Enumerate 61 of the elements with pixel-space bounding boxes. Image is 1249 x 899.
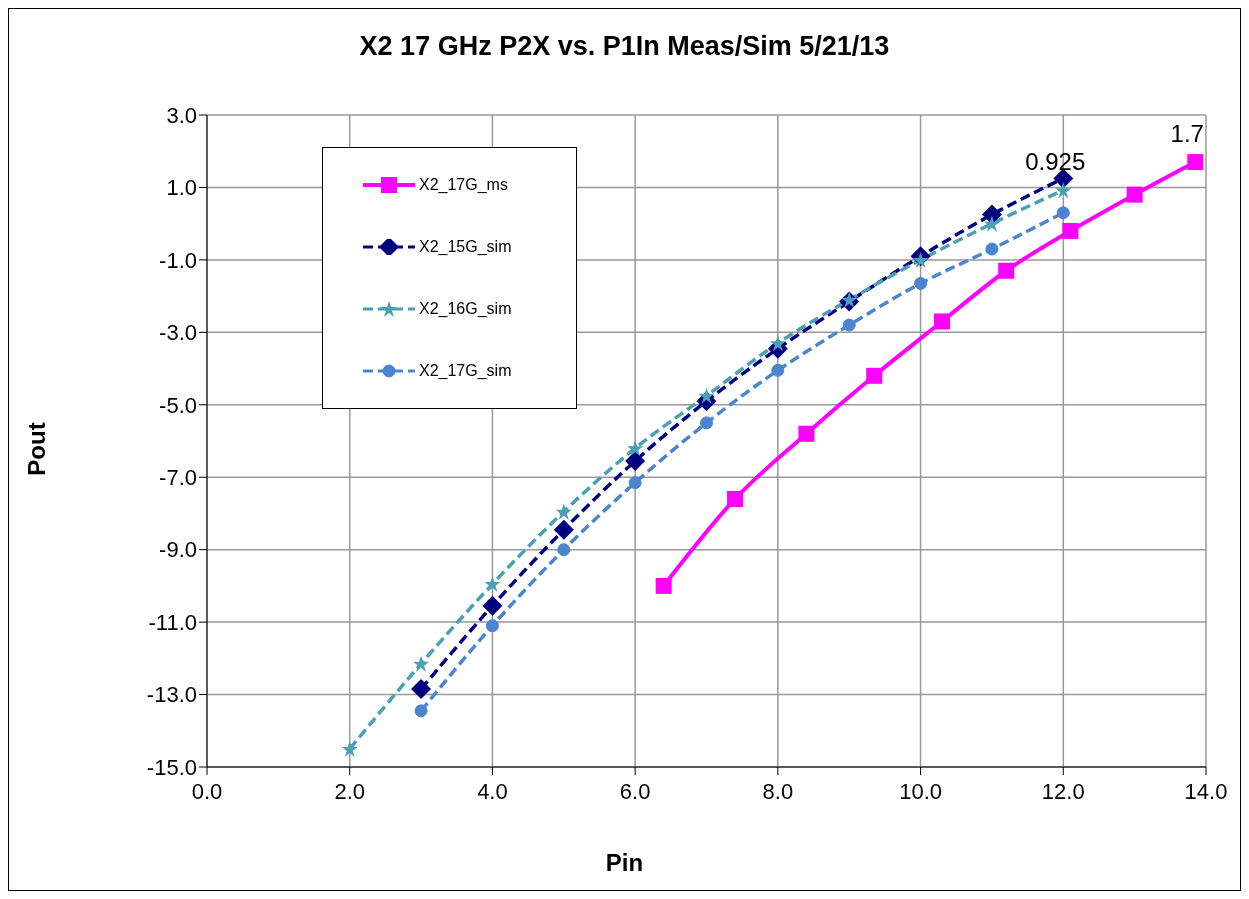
chart-title: X2 17 GHz P2X vs. P1In Meas/Sim 5/21/13: [358, 31, 891, 62]
x-axis-title: Pin: [604, 849, 645, 877]
point: [625, 450, 646, 471]
y-tick-label: -5.0: [159, 392, 197, 418]
x-tick-label: 8.0: [762, 778, 794, 804]
point: [933, 313, 950, 330]
legend-label: X2_17G_ms: [419, 176, 508, 194]
point: [914, 276, 928, 290]
legend-label: X2_15G_sim: [419, 238, 512, 256]
point: [1055, 182, 1072, 199]
point: [842, 318, 856, 332]
point: [341, 740, 358, 757]
data-label: 1.7: [1170, 120, 1204, 148]
point: [1056, 206, 1070, 220]
point: [769, 335, 786, 352]
y-tick-label: -13.0: [146, 682, 197, 708]
y-tick-label: -7.0: [159, 465, 197, 491]
y-tick-label: 3.0: [166, 102, 197, 128]
x-tick-label: 14.0: [1184, 778, 1228, 804]
y-tick-label: -11.0: [148, 609, 197, 635]
data-label: 0.925: [1025, 148, 1086, 176]
point: [998, 262, 1015, 279]
point: [1187, 154, 1204, 171]
y-axis-title: Pout: [23, 422, 51, 476]
point: [627, 440, 644, 457]
point: [555, 503, 572, 520]
legend-label: X2_17G_sim: [419, 362, 512, 380]
point: [798, 425, 815, 442]
point: [912, 251, 929, 268]
point: [700, 416, 713, 430]
point: [484, 576, 501, 593]
point: [985, 242, 999, 256]
point: [553, 519, 574, 540]
point: [655, 577, 672, 594]
x-tick-label: 10.0: [899, 778, 942, 804]
y-tick-label: -1.0: [159, 247, 197, 273]
point: [628, 476, 642, 490]
point: [771, 363, 785, 377]
point: [414, 704, 428, 718]
y-tick-label: -3.0: [159, 320, 197, 346]
point: [1126, 186, 1143, 203]
point: [983, 215, 1000, 232]
x-tick-label: 12.0: [1041, 778, 1085, 804]
y-tick-label: 1.0: [166, 175, 197, 201]
point: [866, 367, 883, 384]
point: [485, 619, 499, 633]
point: [557, 543, 571, 557]
y-tick-label: -15.0: [146, 754, 197, 780]
point: [1053, 168, 1074, 189]
x-tick-label: 0.0: [191, 778, 223, 804]
y-tick-label: -9.0: [159, 537, 197, 563]
point: [698, 387, 715, 404]
x-tick-label: 4.0: [477, 778, 508, 804]
point: [727, 490, 744, 507]
x-tick-label: 6.0: [619, 778, 651, 804]
point: [411, 679, 432, 700]
point: [482, 595, 503, 616]
legend-label: X2_16G_sim: [419, 300, 512, 318]
point: [413, 655, 430, 672]
x-tick-label: 2.0: [334, 778, 366, 804]
point: [1062, 222, 1079, 239]
